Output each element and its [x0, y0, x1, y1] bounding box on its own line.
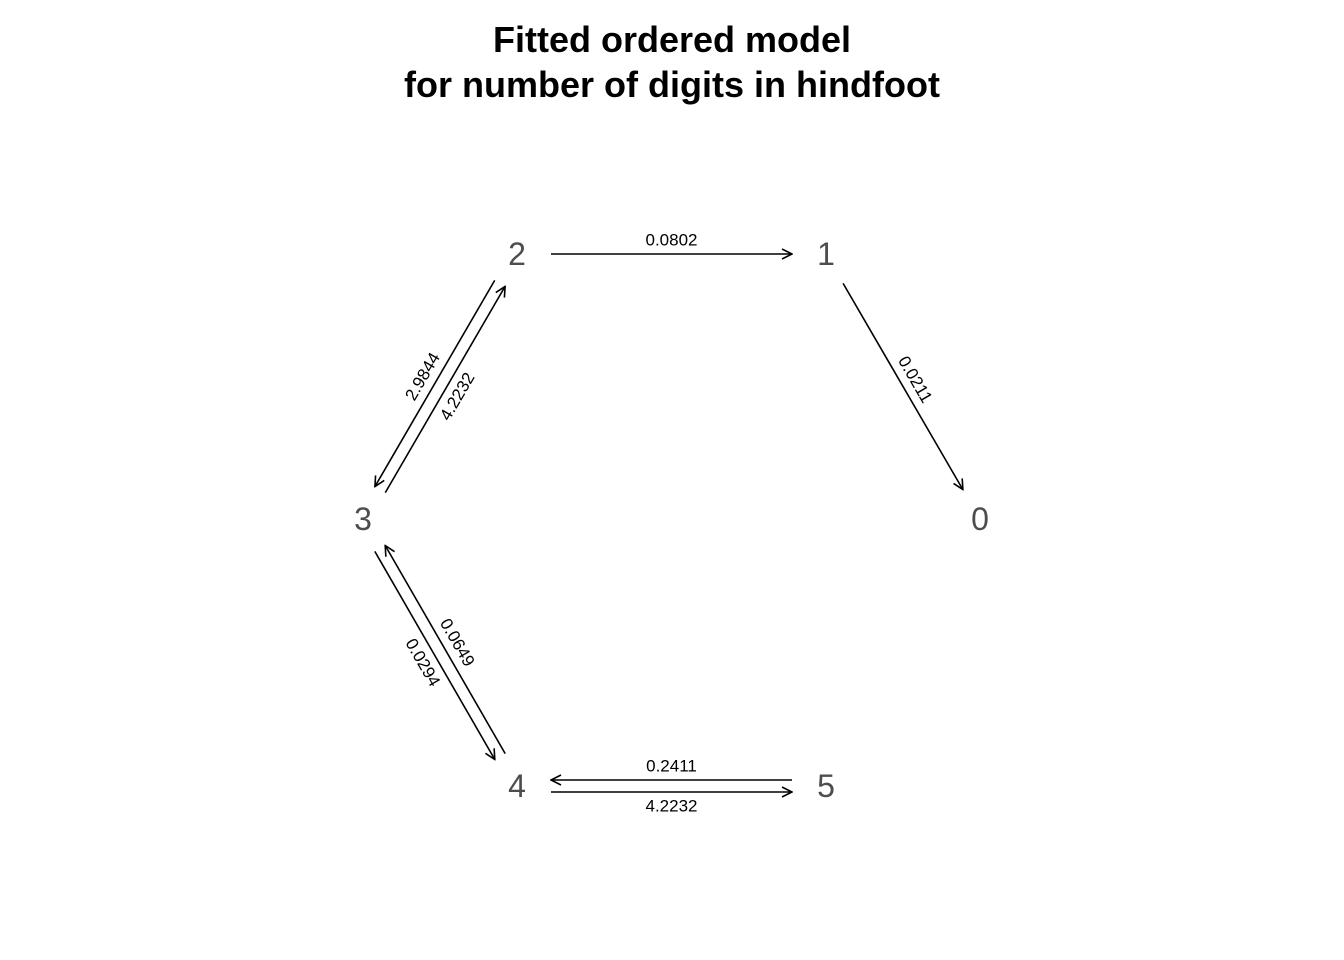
- state-node-1: 1: [817, 236, 835, 272]
- edge-arrow-3-to-2: [384, 286, 505, 494]
- edge-rate-label-3-to-2: 4.2232: [436, 369, 479, 424]
- edge-arrow-2-to-3: [375, 279, 496, 486]
- edge-rate-label-3-to-4: 0.0294: [401, 635, 443, 690]
- edge-arrow-3-to-4: [374, 551, 495, 759]
- state-node-0: 0: [971, 501, 989, 537]
- edge-rate-label-4-to-3: 0.0649: [436, 615, 478, 670]
- state-node-5: 5: [817, 768, 835, 804]
- edge-rate-label-1-to-0: 0.0211: [894, 353, 936, 406]
- state-node-4: 4: [508, 768, 526, 804]
- edge-rate-label-4-to-5: 4.2232: [646, 797, 698, 816]
- edge-rate-label-2-to-1: 0.0802: [646, 231, 698, 250]
- edges-layer: 0.08020.02114.22322.98440.02940.06494.22…: [375, 231, 963, 816]
- edge-rate-label-2-to-3: 2.9844: [401, 349, 444, 404]
- edge-rate-label-5-to-4: 0.2411: [646, 757, 697, 776]
- state-node-3: 3: [354, 501, 372, 537]
- state-node-2: 2: [508, 236, 526, 272]
- plot-title-line-2: for number of digits in hindfoot: [404, 64, 940, 105]
- plot-title-line-1: Fitted ordered model: [492, 19, 852, 60]
- edge-arrow-4-to-3: [385, 546, 506, 754]
- edge-arrow-1-to-0: [842, 282, 963, 489]
- nodes-layer: 0 1 2 3 4 5: [354, 236, 989, 804]
